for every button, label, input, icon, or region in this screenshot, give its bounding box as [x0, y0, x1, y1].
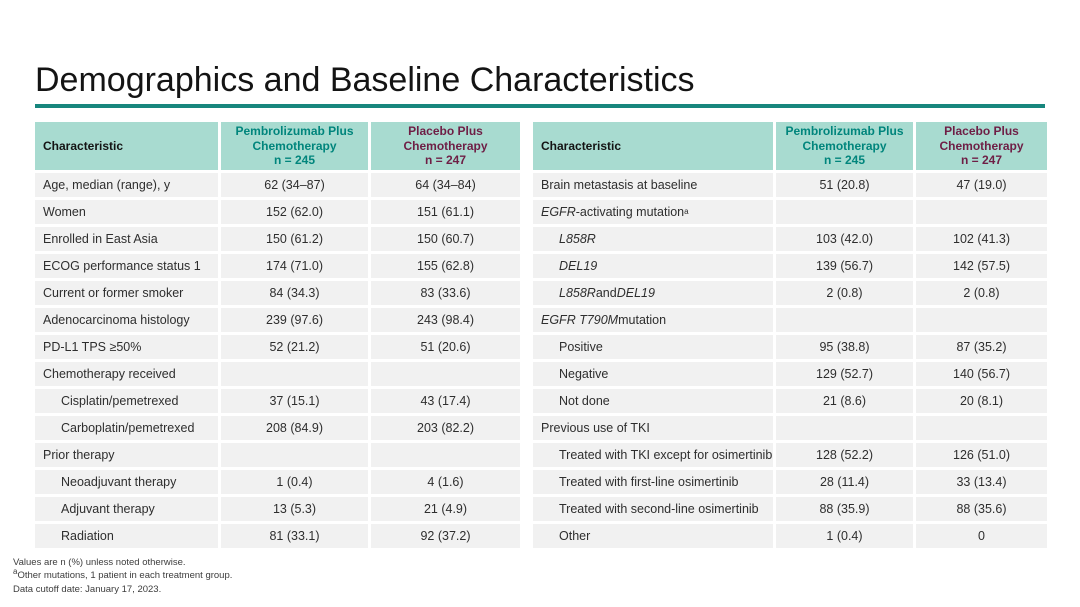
row-value-pembrolizumab: 103 (42.0) [776, 227, 913, 251]
row-value-pembrolizumab: 239 (97.6) [221, 308, 368, 332]
row-label: PD-L1 TPS ≥50% [35, 335, 218, 359]
row-value-pembrolizumab: 62 (34–87) [221, 173, 368, 197]
row-label: Women [35, 200, 218, 224]
row-value-placebo: 155 (62.8) [371, 254, 520, 278]
row-value-pembrolizumab: 129 (52.7) [776, 362, 913, 386]
row-value-placebo: 150 (60.7) [371, 227, 520, 251]
row-label: Age, median (range), y [35, 173, 218, 197]
row-label: Cisplatin/pemetrexed [35, 389, 218, 413]
row-value-placebo [916, 200, 1047, 224]
row-value-pembrolizumab: 150 (61.2) [221, 227, 368, 251]
column-header-placebo: Placebo Plus Chemotherapy n = 247 [916, 122, 1047, 170]
row-value-placebo: 203 (82.2) [371, 416, 520, 440]
row-label: Negative [533, 362, 773, 386]
row-label: Chemotherapy received [35, 362, 218, 386]
row-value-placebo: 20 (8.1) [916, 389, 1047, 413]
row-value-pembrolizumab: 139 (56.7) [776, 254, 913, 278]
row-value-placebo: 4 (1.6) [371, 470, 520, 494]
row-label: Not done [533, 389, 773, 413]
row-label: DEL19 [533, 254, 773, 278]
row-value-placebo [916, 308, 1047, 332]
row-value-pembrolizumab: 52 (21.2) [221, 335, 368, 359]
row-label: Prior therapy [35, 443, 218, 467]
row-value-placebo: 47 (19.0) [916, 173, 1047, 197]
row-value-placebo: 43 (17.4) [371, 389, 520, 413]
row-value-placebo: 2 (0.8) [916, 281, 1047, 305]
footnotes: Values are n (%) unless noted otherwise.… [13, 556, 232, 596]
row-value-placebo [371, 362, 520, 386]
row-value-placebo: 88 (35.6) [916, 497, 1047, 521]
row-label: ECOG performance status 1 [35, 254, 218, 278]
row-value-placebo: 142 (57.5) [916, 254, 1047, 278]
row-value-placebo: 33 (13.4) [916, 470, 1047, 494]
row-value-pembrolizumab: 128 (52.2) [776, 443, 913, 467]
row-value-pembrolizumab: 13 (5.3) [221, 497, 368, 521]
row-label: L858R and DEL19 [533, 281, 773, 305]
row-value-pembrolizumab: 1 (0.4) [221, 470, 368, 494]
row-value-pembrolizumab [776, 416, 913, 440]
column-header-characteristic: Characteristic [35, 122, 218, 170]
row-label: Treated with second-line osimertinib [533, 497, 773, 521]
row-label: Treated with TKI except for osimertinib [533, 443, 773, 467]
row-label: Enrolled in East Asia [35, 227, 218, 251]
row-label: Radiation [35, 524, 218, 548]
row-value-pembrolizumab: 152 (62.0) [221, 200, 368, 224]
row-value-placebo: 243 (98.4) [371, 308, 520, 332]
row-label: Treated with first-line osimertinib [533, 470, 773, 494]
row-label: Adjuvant therapy [35, 497, 218, 521]
row-value-pembrolizumab: 95 (38.8) [776, 335, 913, 359]
row-value-pembrolizumab: 28 (11.4) [776, 470, 913, 494]
row-value-placebo: 102 (41.3) [916, 227, 1047, 251]
row-label: Current or former smoker [35, 281, 218, 305]
row-value-placebo: 51 (20.6) [371, 335, 520, 359]
row-value-pembrolizumab: 208 (84.9) [221, 416, 368, 440]
row-label: Brain metastasis at baseline [533, 173, 773, 197]
row-value-pembrolizumab: 81 (33.1) [221, 524, 368, 548]
row-value-pembrolizumab [221, 443, 368, 467]
row-label: Previous use of TKI [533, 416, 773, 440]
row-value-placebo: 92 (37.2) [371, 524, 520, 548]
row-value-pembrolizumab: 37 (15.1) [221, 389, 368, 413]
row-value-pembrolizumab [221, 362, 368, 386]
column-header-placebo: Placebo Plus Chemotherapy n = 247 [371, 122, 520, 170]
row-value-placebo: 21 (4.9) [371, 497, 520, 521]
row-value-pembrolizumab: 51 (20.8) [776, 173, 913, 197]
baseline-characteristics-table: Characteristic Pembrolizumab Plus Chemoth… [533, 122, 1047, 548]
title-underline [35, 104, 1045, 108]
row-value-pembrolizumab [776, 200, 913, 224]
row-value-placebo: 126 (51.0) [916, 443, 1047, 467]
column-header-pembrolizumab: Pembrolizumab Plus Chemotherapy n = 245 [221, 122, 368, 170]
row-value-pembrolizumab [776, 308, 913, 332]
row-label: Neoadjuvant therapy [35, 470, 218, 494]
row-value-placebo [371, 443, 520, 467]
footnote-line: Values are n (%) unless noted otherwise. [13, 557, 186, 568]
row-value-placebo: 64 (34–84) [371, 173, 520, 197]
row-label: Other [533, 524, 773, 548]
row-value-placebo: 151 (61.1) [371, 200, 520, 224]
column-header-pembrolizumab: Pembrolizumab Plus Chemotherapy n = 245 [776, 122, 913, 170]
demographics-table: Characteristic Pembrolizumab Plus Chemoth… [35, 122, 520, 548]
footnote-line: Data cutoff date: January 17, 2023. [13, 583, 162, 595]
row-value-pembrolizumab: 84 (34.3) [221, 281, 368, 305]
row-value-pembrolizumab: 2 (0.8) [776, 281, 913, 305]
footnote-line: aOther mutations, 1 patient in each trea… [13, 567, 233, 582]
row-value-pembrolizumab: 21 (8.6) [776, 389, 913, 413]
row-value-placebo: 140 (56.7) [916, 362, 1047, 386]
row-value-placebo: 0 [916, 524, 1047, 548]
row-value-pembrolizumab: 1 (0.4) [776, 524, 913, 548]
row-value-placebo: 87 (35.2) [916, 335, 1047, 359]
row-value-placebo [916, 416, 1047, 440]
column-header-characteristic: Characteristic [533, 122, 773, 170]
row-label: EGFR T790M mutation [533, 308, 773, 332]
row-label: Positive [533, 335, 773, 359]
row-value-pembrolizumab: 174 (71.0) [221, 254, 368, 278]
row-label: Carboplatin/pemetrexed [35, 416, 218, 440]
row-label: Adenocarcinoma histology [35, 308, 218, 332]
row-value-pembrolizumab: 88 (35.9) [776, 497, 913, 521]
row-label: L858R [533, 227, 773, 251]
slide-title: Demographics and Baseline Characteristic… [35, 61, 695, 99]
row-label: EGFR -activating mutation a [533, 200, 773, 224]
row-value-placebo: 83 (33.6) [371, 281, 520, 305]
